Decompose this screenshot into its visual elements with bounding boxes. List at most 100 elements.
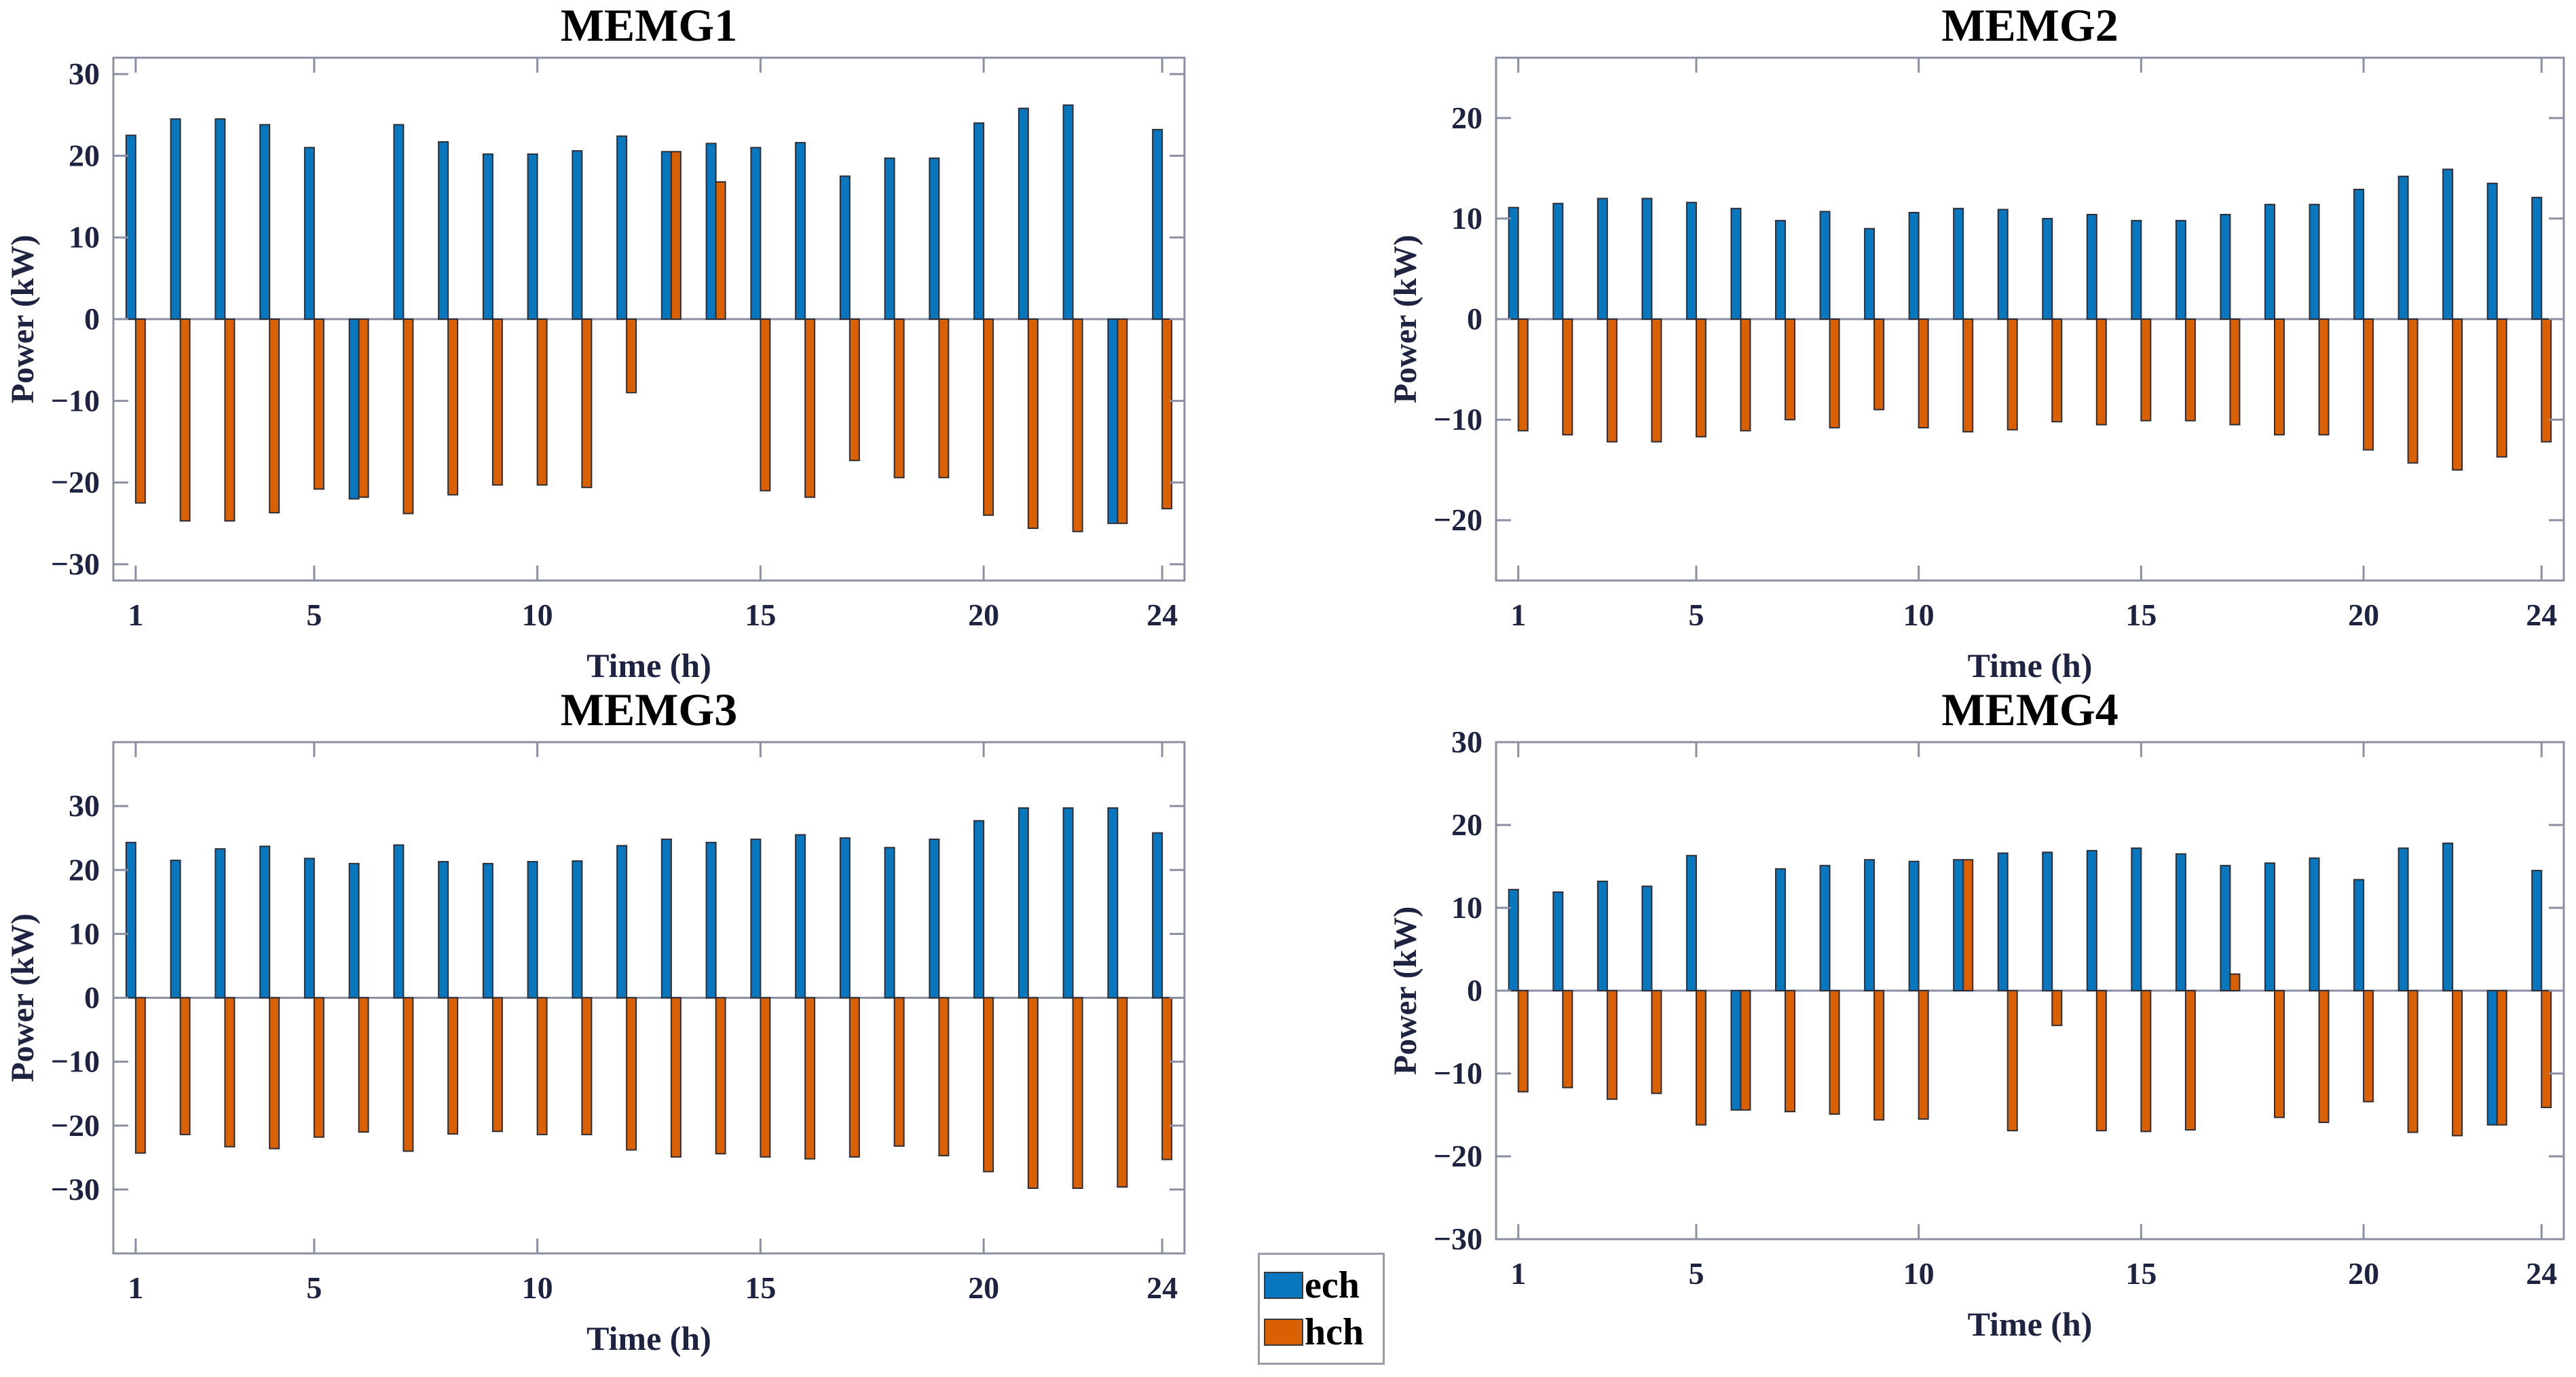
memg4-xtick-label: 15 xyxy=(2125,1256,2157,1291)
memg4-bar-ech-h16 xyxy=(2175,853,2186,991)
memg2-bar-ech-h17 xyxy=(2220,214,2231,320)
memg4-bar-ech-h12 xyxy=(1997,852,2009,991)
legend-label-ech: ech xyxy=(1305,1264,1360,1306)
memg4-bar-ech-h3 xyxy=(1597,880,1608,991)
memg1-bar-ech-h23 xyxy=(1107,318,1119,524)
memg2-bar-hch-h22 xyxy=(2452,318,2463,471)
memg2-bar-hch-h24 xyxy=(2541,318,2552,443)
memg3-xtick-label: 15 xyxy=(745,1270,776,1305)
memg3-bar-hch-h23 xyxy=(1117,997,1128,1188)
memg2-bar-hch-h13 xyxy=(2051,318,2063,423)
memg3-bar-hch-h2 xyxy=(179,997,191,1135)
memg4-xlabel: Time (h) xyxy=(1968,1305,2093,1343)
memg3-ytick-label: −20 xyxy=(51,1108,100,1143)
memg1-bar-hch-h22 xyxy=(1072,318,1083,532)
memg2-bar-ech-h18 xyxy=(2264,204,2275,320)
memg1-bar-ech-h5 xyxy=(303,147,315,320)
memg2-xtick-label: 5 xyxy=(1688,598,1704,632)
memg4-bar-hch-h8 xyxy=(1829,990,1840,1115)
memg3-bar-ech-h18 xyxy=(884,847,895,999)
memg1-xtick-label: 10 xyxy=(522,598,553,632)
memg3-bar-hch-h24 xyxy=(1161,997,1173,1160)
memg1-bar-ech-h9 xyxy=(482,153,493,320)
memg4-bar-ech-h22 xyxy=(2442,842,2454,991)
memg4-bar-hch-h7 xyxy=(1785,990,1796,1113)
memg2-bar-ech-h16 xyxy=(2175,219,2186,320)
memg3-bar-hch-h19 xyxy=(938,997,950,1156)
memg2-bar-ech-h24 xyxy=(2531,196,2543,320)
legend-item-ech: ech xyxy=(1264,1266,1379,1304)
memg3-ytick-label: −10 xyxy=(51,1044,100,1079)
memg2-bar-ech-h8 xyxy=(1819,210,1831,320)
memg4-bar-hch-h10 xyxy=(1918,990,1929,1120)
memg4-bar-hch-h3 xyxy=(1606,990,1618,1100)
memg1-bar-hch-h21 xyxy=(1027,318,1039,529)
memg2-bar-ech-h20 xyxy=(2353,188,2365,320)
memg2-bar-ech-h7 xyxy=(1775,219,1787,320)
memg1-bar-hch-h9 xyxy=(491,318,503,486)
memg1-bar-hch-h15 xyxy=(760,318,771,492)
memg4-bar-hch-h18 xyxy=(2273,990,2285,1118)
memg3-bar-ech-h19 xyxy=(929,839,940,999)
memg4-bar-hch-h4 xyxy=(1651,990,1662,1095)
memg3-xtick-label: 10 xyxy=(522,1270,553,1305)
memg1-bar-ech-h3 xyxy=(214,118,226,320)
memg1-bar-hch-h13 xyxy=(670,151,682,320)
memg1-bar-hch-h23 xyxy=(1117,318,1128,524)
memg2-bar-hch-h20 xyxy=(2363,318,2374,451)
memg2-bar-hch-h8 xyxy=(1829,318,1840,428)
memg2-bar-ech-h11 xyxy=(1953,208,1964,320)
memg4-xtick-label: 5 xyxy=(1688,1256,1704,1291)
memg4-bar-ech-h9 xyxy=(1864,859,1875,991)
memg4-bar-hch-h2 xyxy=(1562,990,1573,1088)
memg2-bar-ech-h5 xyxy=(1685,202,1697,320)
memg2-bar-hch-h17 xyxy=(2229,318,2241,426)
memg4-bar-hch-h5 xyxy=(1695,990,1706,1126)
memg3-bar-ech-h2 xyxy=(170,860,181,999)
memg1-bar-ech-h21 xyxy=(1018,107,1029,320)
memg1-bar-ech-h17 xyxy=(839,175,851,320)
memg3-xtick-label: 1 xyxy=(128,1270,143,1305)
memg4-bar-ech-h7 xyxy=(1775,868,1787,991)
memg2-bar-hch-h21 xyxy=(2407,318,2419,464)
memg3-xlabel: Time (h) xyxy=(586,1319,711,1357)
legend-swatch-hch-icon xyxy=(1264,1319,1303,1346)
memg3-ytick-label: 30 xyxy=(69,788,100,823)
memg1-bar-ech-h4 xyxy=(259,124,271,320)
memg4-bar-ech-h6 xyxy=(1730,990,1742,1111)
memg3-ylabel: Power (kW) xyxy=(5,913,41,1082)
memg1-ylabel: Power (kW) xyxy=(5,235,41,403)
memg2-bar-ech-h9 xyxy=(1864,227,1875,320)
memg4-bar-hch-h9 xyxy=(1873,990,1885,1121)
memg4-xtick-label: 1 xyxy=(1510,1256,1526,1291)
memg1-xtick-label: 24 xyxy=(1146,598,1178,632)
memg4-bar-ech-h15 xyxy=(2131,847,2142,991)
memg2-bar-hch-h11 xyxy=(1962,318,1974,433)
memg1-bar-ech-h2 xyxy=(170,118,181,320)
memg2-bar-ech-h15 xyxy=(2131,219,2142,320)
memg4-bar-hch-h12 xyxy=(2006,990,2018,1132)
memg4-ylabel: Power (kW) xyxy=(1392,906,1423,1075)
memg2-bar-ech-h22 xyxy=(2442,168,2454,320)
memg1-bar-hch-h17 xyxy=(848,318,860,462)
memg4-ytick-label: 10 xyxy=(1451,890,1482,925)
memg1-bar-ech-h8 xyxy=(438,141,449,320)
memg2-bar-ech-h13 xyxy=(2042,217,2053,320)
memg2-bar-ech-h1 xyxy=(1508,206,1519,320)
memg2-bar-ech-h2 xyxy=(1552,202,1564,320)
memg3-bar-hch-h8 xyxy=(447,997,459,1135)
memg3-bar-hch-h17 xyxy=(848,997,860,1158)
memg3-bar-ech-h3 xyxy=(214,848,226,999)
memg4-bar-ech-h23 xyxy=(2486,990,2498,1126)
memg1-bar-ech-h20 xyxy=(973,122,985,320)
memg1-ytick-label: −20 xyxy=(51,465,100,500)
memg2-ytick-label: 20 xyxy=(1451,100,1482,135)
memg3-title: MEMG3 xyxy=(561,688,738,735)
memg3-bar-ech-h17 xyxy=(839,837,851,999)
memg4-bar-hch-h1 xyxy=(1517,990,1529,1093)
memg1-bar-hch-h12 xyxy=(626,318,637,394)
memg2-xtick-label: 24 xyxy=(2526,598,2557,632)
memg4-bar-ech-h5 xyxy=(1685,855,1697,991)
memg2-bar-hch-h9 xyxy=(1873,318,1885,411)
